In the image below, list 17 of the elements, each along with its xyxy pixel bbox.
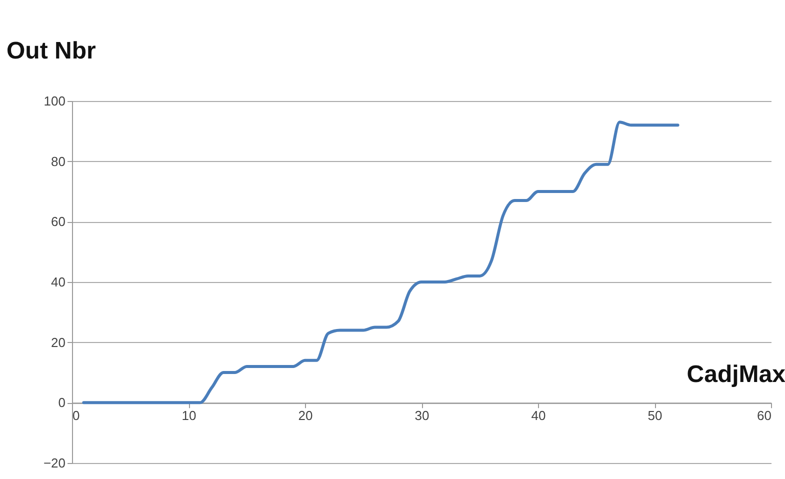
x-tick-label: 0 bbox=[72, 408, 80, 424]
x-axis-title: CadjMax bbox=[686, 361, 785, 388]
y-tick-label: 80 bbox=[51, 154, 66, 169]
y-axis-title: Out Nbr bbox=[6, 38, 96, 64]
y-tick-label: 40 bbox=[51, 274, 66, 290]
x-tick-label: 10 bbox=[182, 408, 196, 424]
x-tick-label: 40 bbox=[531, 408, 546, 424]
x-tick-label: 60 bbox=[757, 408, 772, 424]
y-tick-label: 20 bbox=[51, 334, 66, 350]
line-series bbox=[82, 120, 680, 404]
y-tick-label: 60 bbox=[51, 214, 66, 230]
y-tick-label: 100 bbox=[44, 94, 66, 108]
y-tick-label: 0 bbox=[58, 395, 66, 410]
x-tick-label: 30 bbox=[414, 408, 430, 424]
x-tick-label: 20 bbox=[298, 408, 313, 424]
x-tick-label: 50 bbox=[648, 408, 662, 424]
y-tick-label: −20 bbox=[43, 456, 66, 470]
